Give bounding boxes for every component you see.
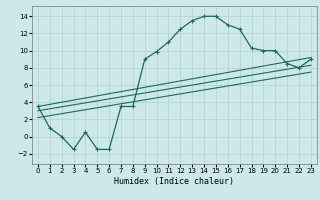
X-axis label: Humidex (Indice chaleur): Humidex (Indice chaleur) bbox=[115, 177, 234, 186]
